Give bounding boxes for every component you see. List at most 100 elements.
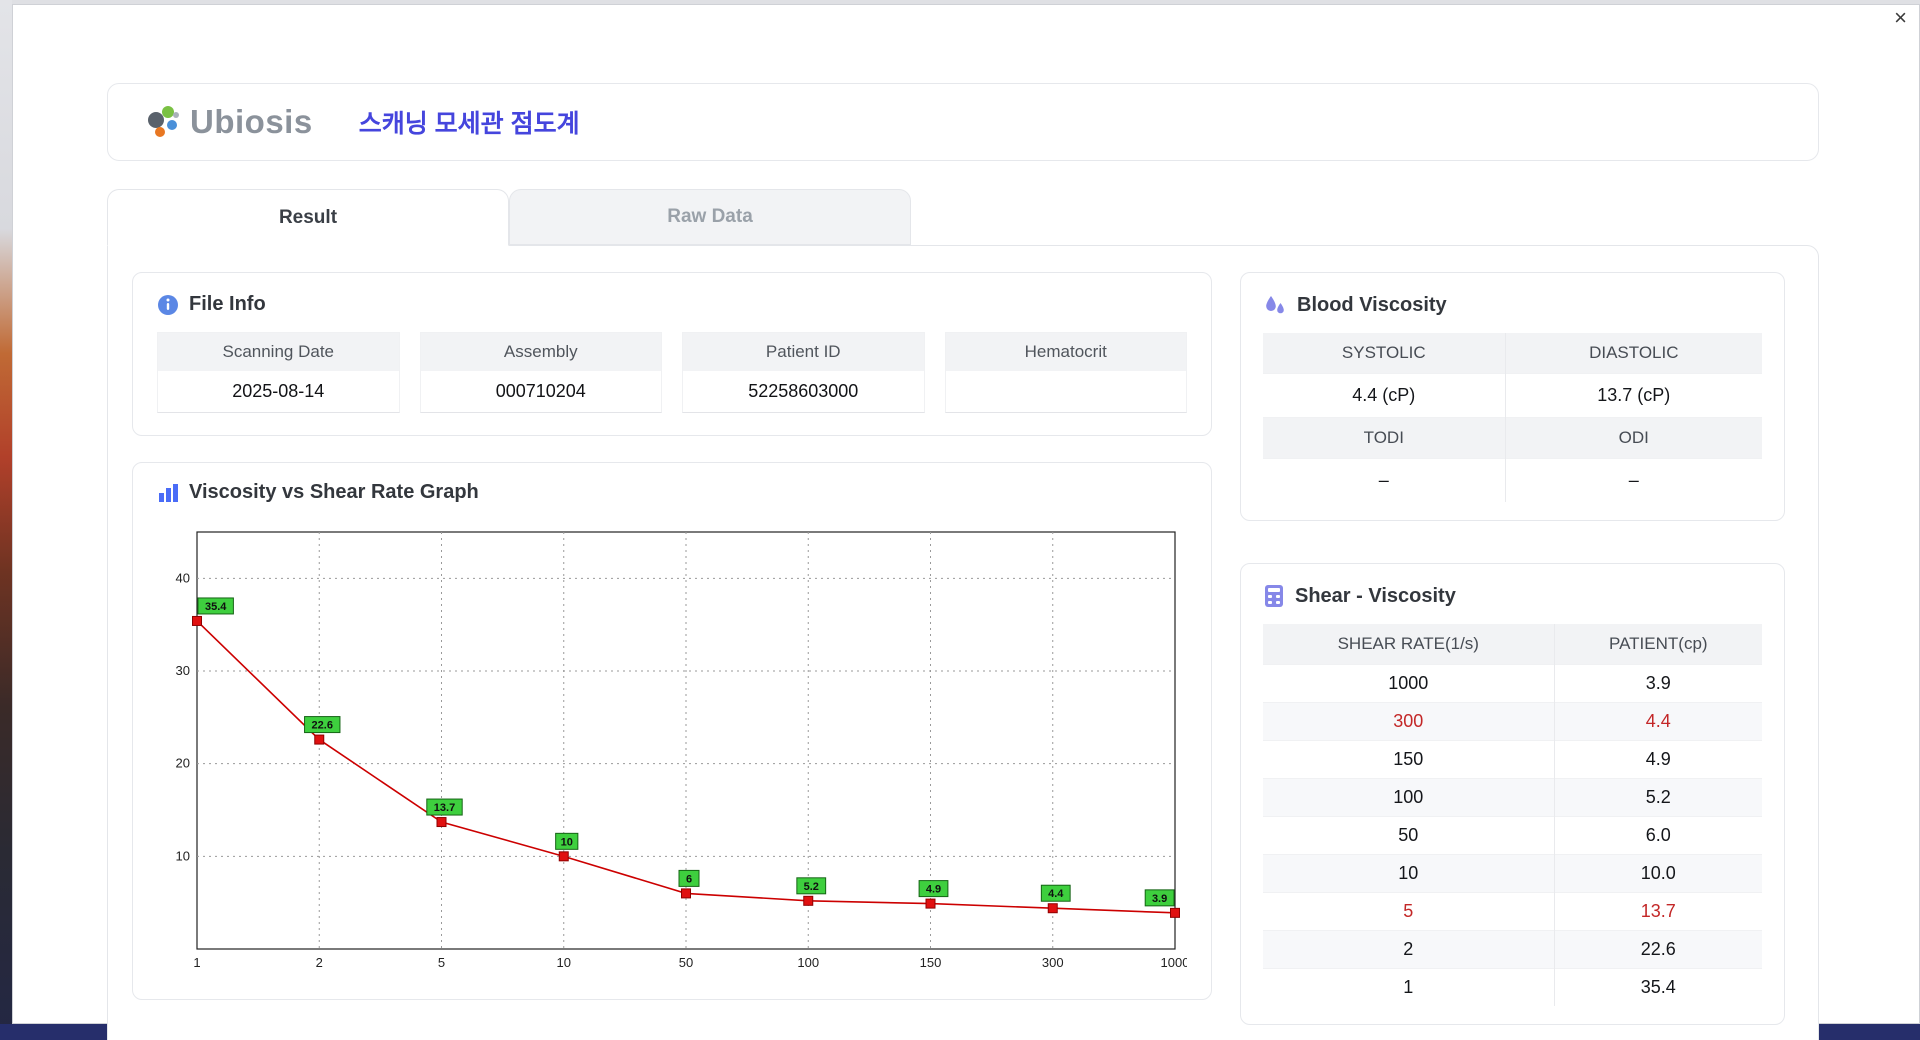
todi-header: TODI — [1263, 417, 1506, 459]
app-window: × Ubiosis 스캐닝 모세관 점도계 Result Raw Data — [12, 4, 1920, 1040]
svg-text:20: 20 — [176, 756, 190, 771]
patient-viscosity-cell: 35.4 — [1554, 968, 1762, 1006]
tab-result[interactable]: Result — [107, 189, 509, 246]
svg-text:3.9: 3.9 — [1152, 893, 1167, 905]
field-value — [946, 371, 1187, 411]
shear-rate-cell: 5 — [1263, 892, 1555, 931]
svg-text:10: 10 — [557, 955, 571, 970]
left-column: File Info Scanning Date 2025-08-14 Assem… — [132, 272, 1212, 1025]
table-row: – – — [1263, 458, 1762, 502]
close-button[interactable]: × — [1894, 5, 1907, 30]
field-patient-id: Patient ID 52258603000 — [682, 332, 925, 413]
table-row: 150 4.9 — [1263, 740, 1762, 779]
systolic-value: 4.4 (cP) — [1263, 373, 1506, 418]
table-row: 1 35.4 — [1263, 968, 1762, 1006]
svg-text:100: 100 — [797, 955, 819, 970]
brand-name: Ubiosis — [190, 103, 313, 140]
field-label: Hematocrit — [945, 333, 1186, 371]
shear-viscosity-header: Shear - Viscosity — [1263, 584, 1762, 608]
viscosity-chart: 10 20 30 40 1 2 5 10 50 100 150 300 1000 35.4 22.6 13.7… — [176, 531, 1187, 970]
svg-text:4.9: 4.9 — [926, 884, 941, 896]
file-info-title: File Info — [189, 293, 266, 315]
patient-viscosity-cell: 10.0 — [1554, 854, 1762, 893]
blood-viscosity-table: SYSTOLIC DIASTOLIC 4.4 (cP) 13.7 (cP) TO… — [1263, 333, 1762, 502]
field-assembly: Assembly 000710204 — [419, 332, 662, 413]
patient-viscosity-cell: 6.0 — [1554, 816, 1762, 855]
blood-viscosity-header: Blood Viscosity — [1263, 293, 1762, 317]
droplets-icon — [1266, 296, 1284, 314]
systolic-header: SYSTOLIC — [1263, 333, 1506, 374]
blood-viscosity-title: Blood Viscosity — [1297, 293, 1447, 316]
svg-text:13.7: 13.7 — [434, 802, 455, 814]
svg-text:1: 1 — [193, 955, 200, 970]
table-row: 100 5.2 — [1263, 778, 1762, 817]
right-column: Blood Viscosity SYSTOLIC DIASTOLIC 4.4 (… — [1240, 272, 1785, 1025]
svg-text:6: 6 — [686, 873, 692, 885]
field-hematocrit: Hematocrit — [944, 332, 1187, 413]
shear-viscosity-table: SHEAR RATE(1/s) PATIENT(cp) 1000 3.9 300 4.… — [1263, 624, 1762, 1006]
tab-raw-data[interactable]: Raw Data — [509, 189, 911, 245]
patient-viscosity-cell: 5.2 — [1554, 778, 1762, 817]
shear-rate-cell: 1000 — [1263, 664, 1555, 703]
patient-viscosity-cell: 13.7 — [1554, 892, 1762, 931]
svg-text:1000: 1000 — [1161, 955, 1187, 970]
shear-rate-cell: 100 — [1263, 778, 1555, 817]
field-label: Assembly — [420, 333, 661, 371]
table-row: 2 22.6 — [1263, 930, 1762, 969]
table-row: 4.4 (cP) 13.7 (cP) — [1263, 373, 1762, 418]
svg-text:300: 300 — [1042, 955, 1064, 970]
patient-viscosity-cell: 3.9 — [1554, 664, 1762, 703]
field-label: Scanning Date — [158, 333, 399, 371]
field-scanning-date: Scanning Date 2025-08-14 — [157, 332, 400, 413]
diastolic-header: DIASTOLIC — [1505, 333, 1762, 374]
svg-text:5: 5 — [438, 955, 445, 970]
shear-rate-cell: 150 — [1263, 740, 1555, 779]
svg-text:22.6: 22.6 — [312, 720, 333, 732]
table-header-row: SHEAR RATE(1/s) PATIENT(cp) — [1263, 624, 1762, 665]
field-value: 52258603000 — [748, 381, 859, 401]
patient-viscosity-cell: 4.9 — [1554, 740, 1762, 779]
shear-rate-column-header: SHEAR RATE(1/s) — [1263, 624, 1555, 665]
graph-header: Viscosity vs Shear Rate Graph — [157, 481, 1187, 504]
svg-text:150: 150 — [920, 955, 942, 970]
shear-viscosity-title: Shear - Viscosity — [1295, 584, 1456, 607]
todi-value: – — [1263, 458, 1506, 502]
shear-rate-cell: 300 — [1263, 702, 1555, 741]
file-info-header: File Info — [157, 293, 1187, 316]
brand-logo: Ubiosis — [142, 102, 313, 142]
table-row: 300 4.4 — [1263, 702, 1762, 741]
desktop-edge-background — [0, 0, 12, 1040]
brand-logo-icon — [148, 106, 179, 137]
svg-text:10: 10 — [561, 836, 573, 848]
table-row: 5 13.7 — [1263, 892, 1762, 931]
info-icon — [158, 294, 178, 315]
shear-rate-cell: 1 — [1263, 968, 1555, 1006]
table-row: 1000 3.9 — [1263, 664, 1762, 703]
diastolic-value: 13.7 (cP) — [1505, 373, 1762, 418]
odi-value: – — [1505, 458, 1762, 502]
table-row: 10 10.0 — [1263, 854, 1762, 893]
table-header-row: TODI ODI — [1263, 417, 1762, 459]
bar-chart-icon — [159, 483, 178, 502]
patient-column-header: PATIENT(cp) — [1554, 624, 1762, 665]
svg-text:4.4: 4.4 — [1048, 888, 1064, 900]
shear-viscosity-card: Shear - Viscosity SHEAR RATE(1/s) PATIEN… — [1240, 563, 1785, 1025]
field-value: 2025-08-14 — [232, 381, 325, 401]
svg-text:5.2: 5.2 — [804, 881, 819, 893]
result-panel: File Info Scanning Date 2025-08-14 Assem… — [107, 245, 1819, 1040]
odi-header: ODI — [1505, 417, 1762, 459]
header-card: Ubiosis 스캐닝 모세관 점도계 — [107, 83, 1819, 161]
file-info-card: File Info Scanning Date 2025-08-14 Assem… — [132, 272, 1212, 436]
app-title: 스캐닝 모세관 점도계 — [358, 110, 580, 138]
svg-text:40: 40 — [176, 570, 190, 585]
tab-bar: Result Raw Data — [107, 189, 1819, 246]
graph-title: Viscosity vs Shear Rate Graph — [189, 481, 479, 503]
svg-text:2: 2 — [316, 955, 323, 970]
patient-viscosity-cell: 22.6 — [1554, 930, 1762, 969]
table-row: 50 6.0 — [1263, 816, 1762, 855]
graph-card: Viscosity vs Shear Rate Graph 10 20 30 40 1 2… — [132, 462, 1212, 1000]
shear-rate-cell: 10 — [1263, 854, 1555, 893]
tab-raw-data-label: Raw Data — [667, 206, 753, 227]
chart-wrap: 10 20 30 40 1 2 5 10 50 100 150 300 1000 35.4 22.6 13.7… — [157, 514, 1187, 979]
blood-viscosity-card: Blood Viscosity SYSTOLIC DIASTOLIC 4.4 (… — [1240, 272, 1785, 521]
